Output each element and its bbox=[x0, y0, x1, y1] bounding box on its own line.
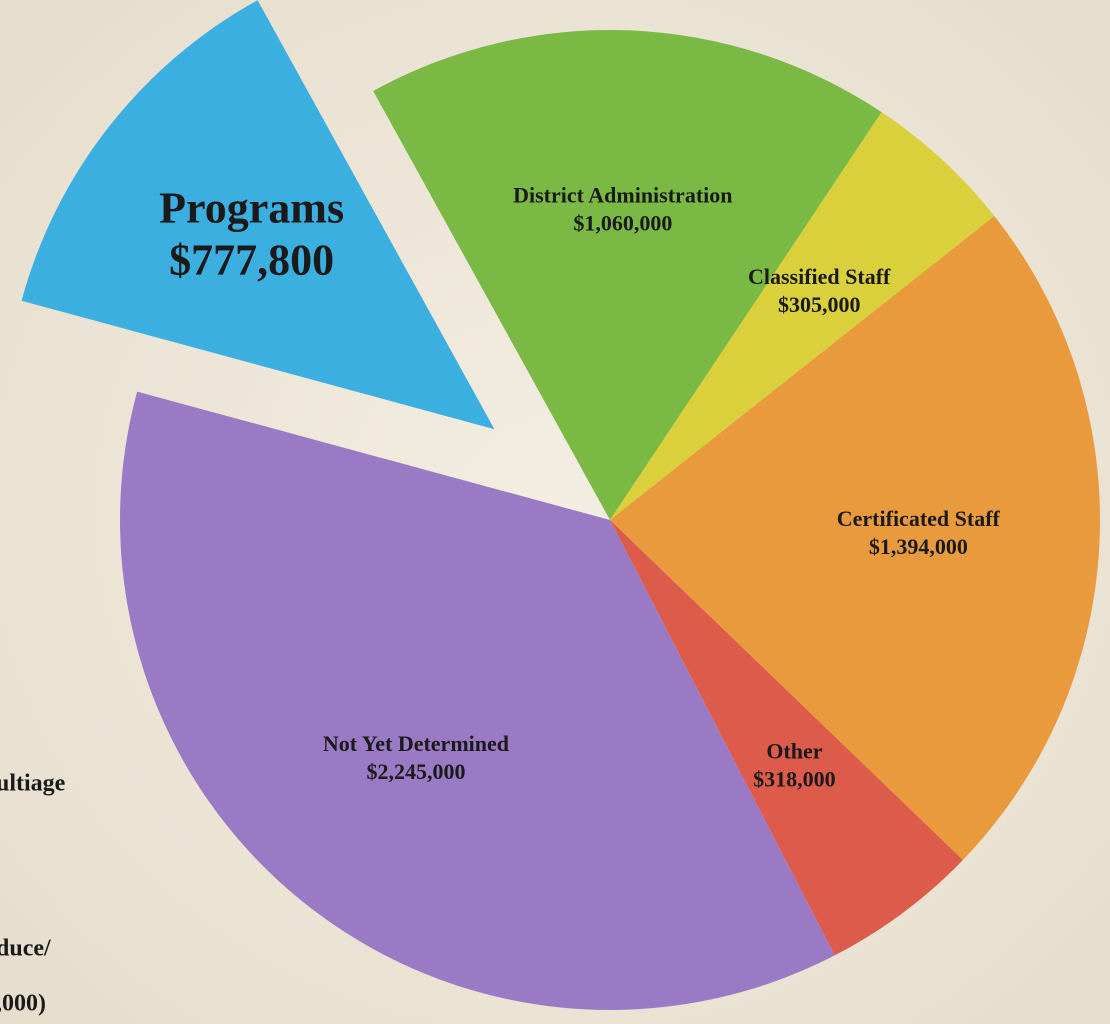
annotation: ultiage bbox=[0, 771, 66, 797]
annotation: ,000) bbox=[0, 991, 46, 1017]
pie-slice bbox=[610, 520, 963, 956]
slice-value-label: $777,800 bbox=[169, 236, 334, 285]
slice-value-label: $1,394,000 bbox=[869, 534, 968, 559]
pie-slice bbox=[120, 391, 835, 1010]
pie-slice bbox=[610, 216, 1101, 860]
slice-value-label: $305,000 bbox=[778, 292, 861, 317]
pie-slice bbox=[21, 0, 495, 430]
slice-label: Classified Staff bbox=[748, 264, 891, 289]
slice-value-label: $1,060,000 bbox=[573, 211, 672, 236]
annotation: duce/ bbox=[0, 936, 51, 962]
slice-label: Not Yet Determined bbox=[323, 731, 509, 756]
slice-label: Other bbox=[766, 739, 822, 764]
pie-slice bbox=[373, 30, 882, 521]
slice-label: District Administration bbox=[513, 183, 732, 208]
slice-label: Programs bbox=[159, 184, 344, 233]
slice-value-label: $2,245,000 bbox=[366, 759, 465, 784]
slice-value-label: $318,000 bbox=[753, 767, 836, 792]
slice-label: Certificated Staff bbox=[837, 506, 1001, 531]
pie-slice bbox=[610, 112, 995, 521]
